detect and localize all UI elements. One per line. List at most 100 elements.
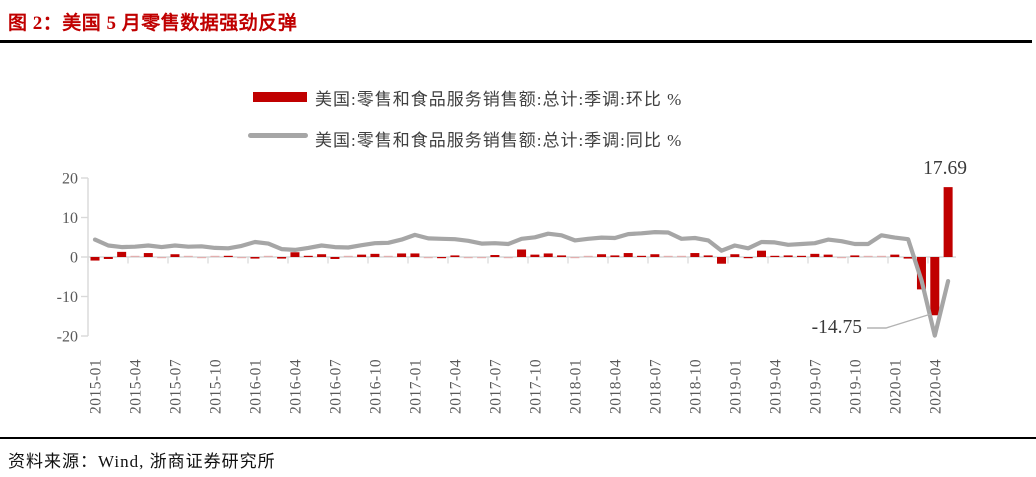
mom-bar (597, 254, 607, 257)
mom-bar (330, 257, 340, 259)
x-tick-label: 2016-10 (368, 359, 385, 414)
legend-line-swatch (248, 133, 308, 138)
yoy-line (92, 230, 951, 338)
annotation-min-value: -14.75 (812, 317, 862, 338)
y-tick-label: -10 (57, 289, 78, 306)
x-tick-label: 2017-10 (528, 359, 545, 414)
y-tick-label: 0 (70, 250, 78, 267)
title-divider (0, 40, 1032, 43)
mom-bar (463, 257, 473, 259)
x-tick-label: 2018-07 (648, 359, 665, 414)
legend-label-yoy: 美国:零售和食品服务销售额:总计:季调:同比 % (315, 131, 683, 150)
y-tick-label: 10 (62, 210, 78, 227)
mom-bar (663, 255, 673, 257)
mom-bar (210, 255, 220, 257)
x-tick-label: 2017-01 (408, 359, 425, 414)
mom-bar (157, 257, 167, 259)
source-note: 资料来源：Wind, 浙商证券研究所 (8, 452, 276, 471)
mom-bar (503, 257, 513, 259)
mom-bar (477, 257, 487, 259)
mom-bar (810, 253, 820, 257)
mom-bar (130, 255, 140, 257)
x-tick-label: 2017-07 (488, 359, 505, 414)
x-tick-label: 2018-04 (608, 359, 625, 414)
mom-bar (423, 257, 433, 259)
mom-bar (850, 255, 860, 257)
y-tick-label: 20 (62, 171, 78, 188)
mom-bar (90, 257, 100, 261)
mom-bar (757, 250, 766, 257)
mom-bar (690, 253, 700, 257)
mom-bar (103, 257, 113, 259)
mom-bar (677, 255, 687, 257)
mom-bar (650, 254, 660, 257)
x-tick-label: 2019-07 (808, 359, 825, 414)
x-tick-label: 2020-01 (888, 359, 905, 414)
x-tick-label: 2016-01 (248, 359, 265, 414)
mom-bar (623, 253, 633, 257)
mom-bar (517, 249, 527, 257)
mom-bar (143, 253, 153, 257)
x-tick-label: 2017-04 (448, 359, 465, 414)
mom-bar (357, 254, 367, 257)
mom-bar (237, 257, 247, 259)
mom-bar (570, 257, 580, 259)
mom-bar (796, 255, 806, 257)
mom-bar (783, 255, 793, 257)
mom-bar (317, 254, 327, 257)
x-tick-label: 2019-10 (848, 359, 865, 414)
mom-bar (277, 257, 287, 259)
mom-bar (943, 187, 953, 257)
x-tick-label: 2019-04 (768, 359, 785, 414)
x-tick-label: 2020-04 (928, 359, 945, 414)
figure-title: 图 2：美国 5 月零售数据强劲反弹 (8, 13, 298, 34)
mom-bar (170, 254, 180, 257)
mom-bar (450, 255, 460, 257)
annotation-leader (867, 313, 932, 329)
mom-bar (530, 254, 540, 257)
mom-bar (890, 254, 900, 257)
mom-bar (223, 255, 233, 257)
mom-bar (117, 251, 127, 257)
x-tick-label: 2015-07 (168, 359, 185, 414)
x-tick-label: 2015-10 (208, 359, 225, 414)
mom-bar (916, 257, 926, 290)
mom-bar (250, 257, 260, 259)
mom-bar (303, 255, 313, 257)
x-tick-label: 2018-10 (688, 359, 705, 414)
mom-bar (743, 257, 753, 259)
legend-label-mom: 美国:零售和食品服务销售额:总计:季调:环比 % (315, 90, 683, 109)
source-divider (0, 437, 1036, 439)
mom-bar (863, 255, 873, 257)
mom-bar (637, 255, 647, 257)
x-tick-label: 2016-04 (288, 359, 305, 414)
annotation-max-value: 17.69 (923, 158, 967, 179)
mom-bar (383, 255, 393, 257)
mom-bar (730, 254, 740, 257)
mom-bar (343, 255, 353, 257)
x-tick-label: 2016-07 (328, 359, 345, 414)
mom-bar (490, 255, 500, 257)
mom-bar (903, 257, 913, 259)
x-tick-label: 2018-01 (568, 359, 585, 414)
x-tick-label: 2019-01 (728, 359, 745, 414)
mom-bar (263, 255, 273, 257)
legend-bar-swatch (253, 92, 307, 102)
mom-bar (197, 257, 207, 259)
mom-bar (410, 253, 420, 257)
mom-bar (583, 255, 593, 257)
mom-bar (183, 255, 193, 257)
mom-bar (397, 253, 407, 257)
mom-bar (437, 257, 447, 259)
mom-bar (290, 252, 300, 257)
mom-bar (557, 255, 567, 257)
mom-bar (930, 257, 940, 316)
mom-bar (543, 253, 553, 257)
x-tick-label: 2015-04 (128, 359, 145, 414)
mom-bar (703, 255, 713, 257)
x-tick-label: 2015-01 (88, 359, 105, 414)
mom-bar (770, 255, 780, 257)
mom-bar (370, 253, 380, 257)
